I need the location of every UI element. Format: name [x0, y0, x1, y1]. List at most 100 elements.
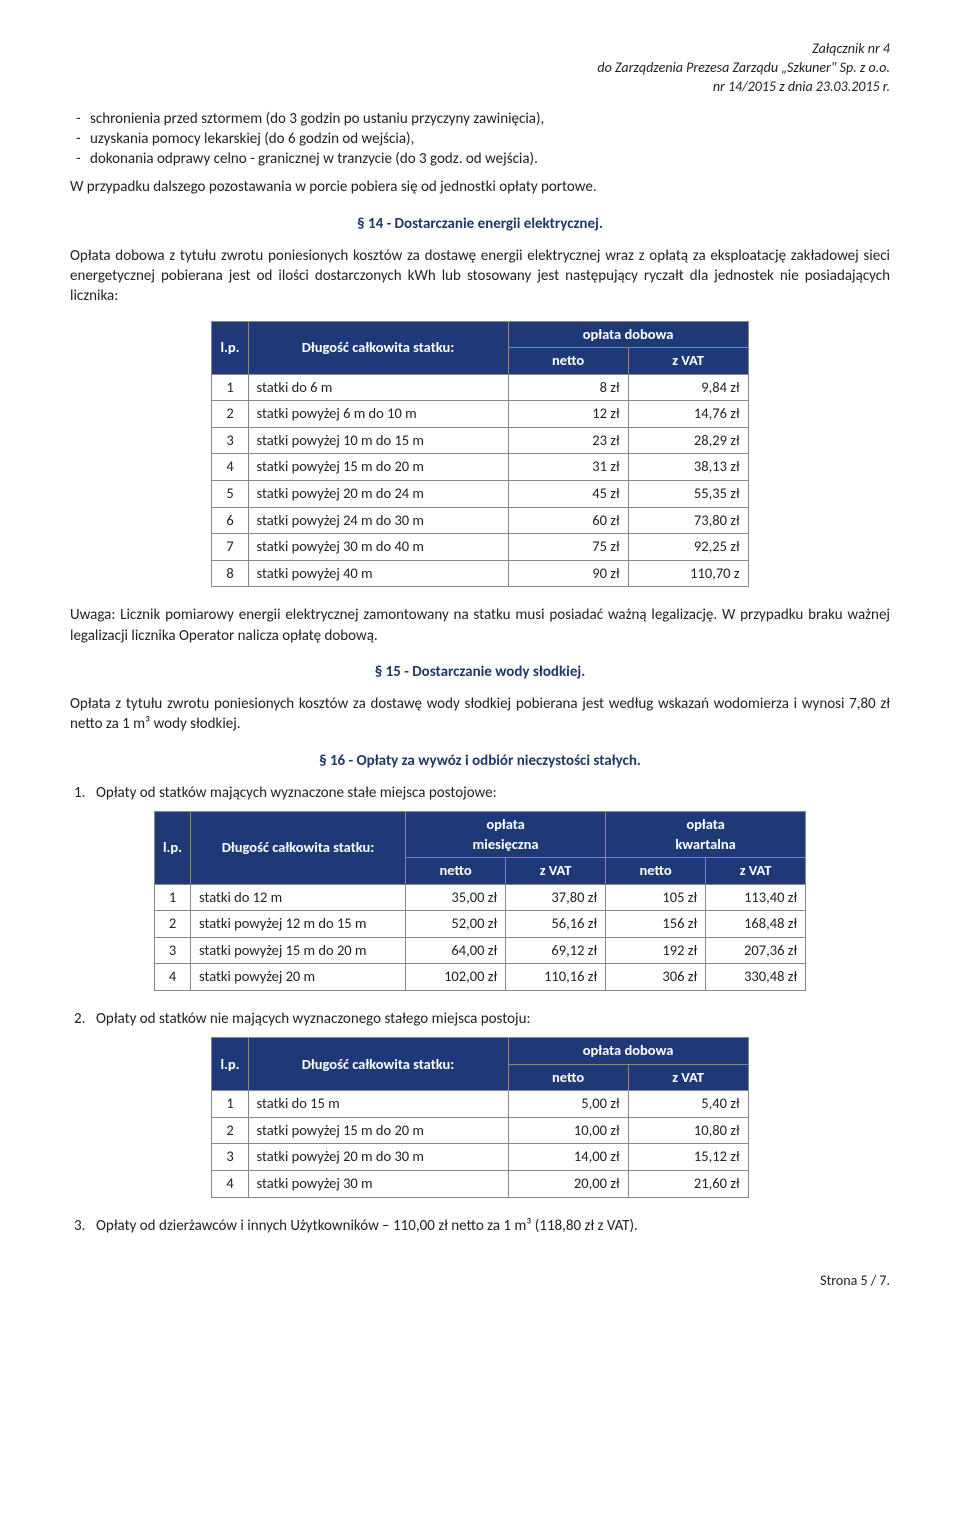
- annex-header: Załącznik nr 4 do Zarządzenia Prezesa Za…: [70, 40, 890, 97]
- cell-mn: 64,00 zł: [406, 937, 506, 964]
- cell-vat: 55,35 zł: [628, 481, 748, 508]
- cell-kv: 207,36 zł: [706, 937, 806, 964]
- cell-mn: 102,00 zł: [406, 964, 506, 991]
- cell-lp: 4: [154, 964, 190, 991]
- section-14-intro: Opłata dobowa z tytułu zwrotu poniesiony…: [70, 246, 890, 307]
- table-row: 1statki do 6 m8 zł9,84 zł: [212, 374, 748, 401]
- cell-desc: statki do 15 m: [248, 1091, 508, 1118]
- cell-netto: 23 zł: [508, 427, 628, 454]
- cell-vat: 15,12 zł: [628, 1144, 748, 1171]
- cell-vat: 14,76 zł: [628, 401, 748, 428]
- cell-desc: statki powyżej 30 m do 40 m: [248, 534, 508, 561]
- th-netto: netto: [606, 858, 706, 885]
- cell-kv: 330,48 zł: [706, 964, 806, 991]
- table-row: 5statki powyżej 20 m do 24 m45 zł55,35 z…: [212, 481, 748, 508]
- cell-desc: statki do 6 m: [248, 374, 508, 401]
- cell-kn: 105 zł: [606, 884, 706, 911]
- cell-netto: 8 zł: [508, 374, 628, 401]
- cell-lp: 1: [212, 1091, 248, 1118]
- th-group: opłata dobowa: [508, 321, 748, 348]
- cell-kn: 306 zł: [606, 964, 706, 991]
- bullet-dash: -: [70, 109, 90, 129]
- cell-vat: 21,60 zł: [628, 1171, 748, 1198]
- list-number: 2.: [70, 1009, 96, 1029]
- table-row: 4statki powyżej 30 m20,00 zł21,60 zł: [212, 1171, 748, 1198]
- cell-desc: statki powyżej 20 m: [191, 964, 406, 991]
- cell-lp: 3: [212, 1144, 248, 1171]
- table-row: 1statki do 15 m5,00 zł5,40 zł: [212, 1091, 748, 1118]
- section-16-title: § 16 - Opłaty za wywóz i odbiór nieczyst…: [70, 751, 890, 771]
- cell-desc: statki powyżej 24 m do 30 m: [248, 507, 508, 534]
- cell-lp: 4: [212, 1171, 248, 1198]
- bullet-text: dokonania odprawy celno - granicznej w t…: [90, 149, 538, 169]
- list-text: Opłaty od statków mających wyznaczone st…: [96, 783, 890, 803]
- cell-lp: 1: [212, 374, 248, 401]
- intro-followup: W przypadku dalszego pozostawania w porc…: [70, 177, 890, 197]
- list-item: 1. Opłaty od statków mających wyznaczone…: [70, 783, 890, 803]
- bullet-line: -dokonania odprawy celno - granicznej w …: [70, 149, 890, 169]
- cell-desc: statki powyżej 12 m do 15 m: [191, 911, 406, 938]
- annex-line-1: Załącznik nr 4: [70, 40, 890, 59]
- cell-vat: 110,70 z: [628, 560, 748, 587]
- list-number: 3.: [70, 1216, 96, 1236]
- cell-mv: 56,16 zł: [506, 911, 606, 938]
- table-row: 2statki powyżej 12 m do 15 m52,00 zł56,1…: [154, 911, 805, 938]
- section-15-para: Opłata z tytułu zwrotu poniesionych kosz…: [70, 694, 890, 735]
- cell-netto: 60 zł: [508, 507, 628, 534]
- bullet-dash: -: [70, 129, 90, 149]
- bullet-text: schronienia przed sztormem (do 3 godzin …: [90, 109, 544, 129]
- table-row: 3statki powyżej 15 m do 20 m64,00 zł69,1…: [154, 937, 805, 964]
- cell-lp: 2: [154, 911, 190, 938]
- cell-mn: 52,00 zł: [406, 911, 506, 938]
- table-row: 2statki powyżej 15 m do 20 m10,00 zł10,8…: [212, 1117, 748, 1144]
- list-number: 1.: [70, 783, 96, 803]
- th-lp: l.p.: [154, 812, 190, 885]
- table-row: 7statki powyżej 30 m do 40 m75 zł92,25 z…: [212, 534, 748, 561]
- cell-lp: 3: [212, 427, 248, 454]
- table-row: 3statki powyżej 20 m do 30 m14,00 zł15,1…: [212, 1144, 748, 1171]
- cell-desc: statki powyżej 20 m do 24 m: [248, 481, 508, 508]
- cell-lp: 6: [212, 507, 248, 534]
- cell-desc: statki powyżej 15 m do 20 m: [248, 454, 508, 481]
- table-row: 1statki do 12 m35,00 zł37,80 zł105 zł113…: [154, 884, 805, 911]
- cell-vat: 28,29 zł: [628, 427, 748, 454]
- cell-kn: 156 zł: [606, 911, 706, 938]
- list-item: 2. Opłaty od statków nie mających wyznac…: [70, 1009, 890, 1029]
- th-vat: z VAT: [506, 858, 606, 885]
- annex-line-2: do Zarządzenia Prezesa Zarządu „Szkuner"…: [70, 59, 890, 78]
- table-row: 3statki powyżej 10 m do 15 m23 zł28,29 z…: [212, 427, 748, 454]
- cell-lp: 7: [212, 534, 248, 561]
- table-row: 4statki powyżej 15 m do 20 m31 zł38,13 z…: [212, 454, 748, 481]
- cell-netto: 45 zł: [508, 481, 628, 508]
- cell-netto: 10,00 zł: [508, 1117, 628, 1144]
- th-vat: z VAT: [706, 858, 806, 885]
- annex-line-3: nr 14/2015 z dnia 23.03.2015 r.: [70, 78, 890, 97]
- cell-desc: statki do 12 m: [191, 884, 406, 911]
- bullet-dash: -: [70, 149, 90, 169]
- cell-netto: 12 zł: [508, 401, 628, 428]
- table-row: 8statki powyżej 40 m90 zł110,70 z: [212, 560, 748, 587]
- cell-kn: 192 zł: [606, 937, 706, 964]
- bullet-text: uzyskania pomocy lekarskiej (do 6 godzin…: [90, 129, 414, 149]
- cell-mv: 69,12 zł: [506, 937, 606, 964]
- th-lp: l.p.: [212, 321, 248, 374]
- cell-kv: 168,48 zł: [706, 911, 806, 938]
- cell-mv: 37,80 zł: [506, 884, 606, 911]
- section-14-title: § 14 - Dostarczanie energii elektrycznej…: [70, 214, 890, 234]
- cell-vat: 92,25 zł: [628, 534, 748, 561]
- th-group-month: opłatamiesięczna: [406, 812, 606, 858]
- list-text: Opłaty od statków nie mających wyznaczon…: [96, 1009, 890, 1029]
- cell-lp: 2: [212, 1117, 248, 1144]
- cell-vat: 10,80 zł: [628, 1117, 748, 1144]
- cell-desc: statki powyżej 30 m: [248, 1171, 508, 1198]
- cell-netto: 90 zł: [508, 560, 628, 587]
- th-group: opłata dobowa: [508, 1038, 748, 1065]
- cell-vat: 73,80 zł: [628, 507, 748, 534]
- cell-vat: 5,40 zł: [628, 1091, 748, 1118]
- th-vat: z VAT: [628, 348, 748, 375]
- cell-desc: statki powyżej 20 m do 30 m: [248, 1144, 508, 1171]
- cell-lp: 4: [212, 454, 248, 481]
- cell-desc: statki powyżej 6 m do 10 m: [248, 401, 508, 428]
- bullet-line: -uzyskania pomocy lekarskiej (do 6 godzi…: [70, 129, 890, 149]
- bullet-line: -schronienia przed sztormem (do 3 godzin…: [70, 109, 890, 129]
